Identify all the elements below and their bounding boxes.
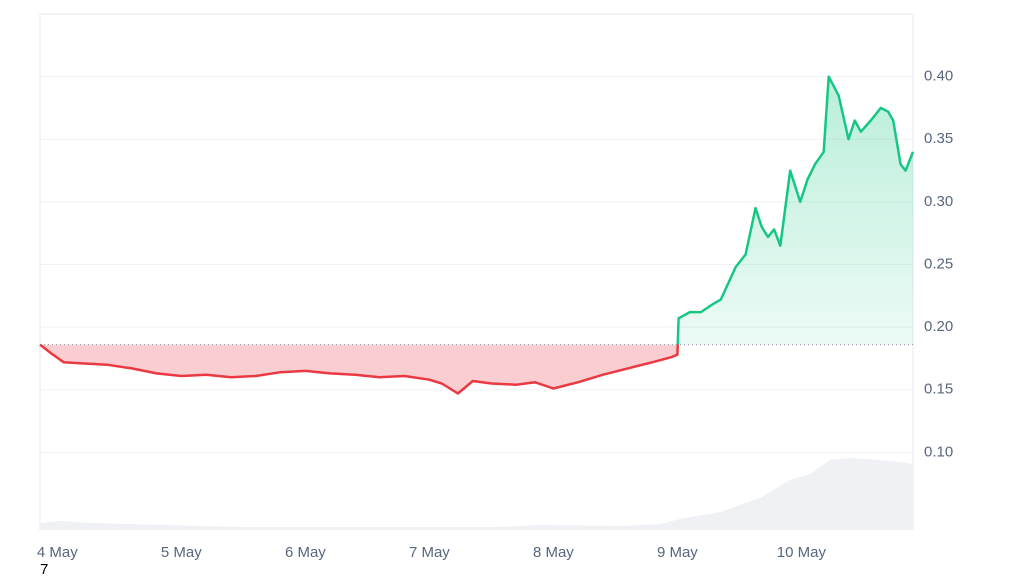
x-tick-label: 8 May <box>533 544 574 561</box>
y-tick-label: 0.30 <box>924 193 953 210</box>
y-tick-label: 0.40 <box>924 68 953 85</box>
x-tick-label: 9 May <box>657 544 698 561</box>
y-tick-label: 0.15 <box>924 381 953 398</box>
y-tick-label: 0.20 <box>924 318 953 335</box>
volume-area <box>40 458 913 530</box>
y-tick-label: 0.35 <box>924 130 953 147</box>
x-tick-label: 5 May <box>161 544 202 561</box>
x-tick-label: 4 May <box>37 544 78 561</box>
area <box>40 76 913 394</box>
x-tick-label: 6 May <box>285 544 326 561</box>
x-tick-label: 10 May <box>777 544 827 561</box>
price-line <box>39 75 915 395</box>
x-tick-label: 7 May <box>409 544 450 561</box>
y-tick-label: 0.10 <box>924 443 953 460</box>
footnote: 7 <box>40 561 48 576</box>
y-tick-label: 0.25 <box>924 255 953 272</box>
